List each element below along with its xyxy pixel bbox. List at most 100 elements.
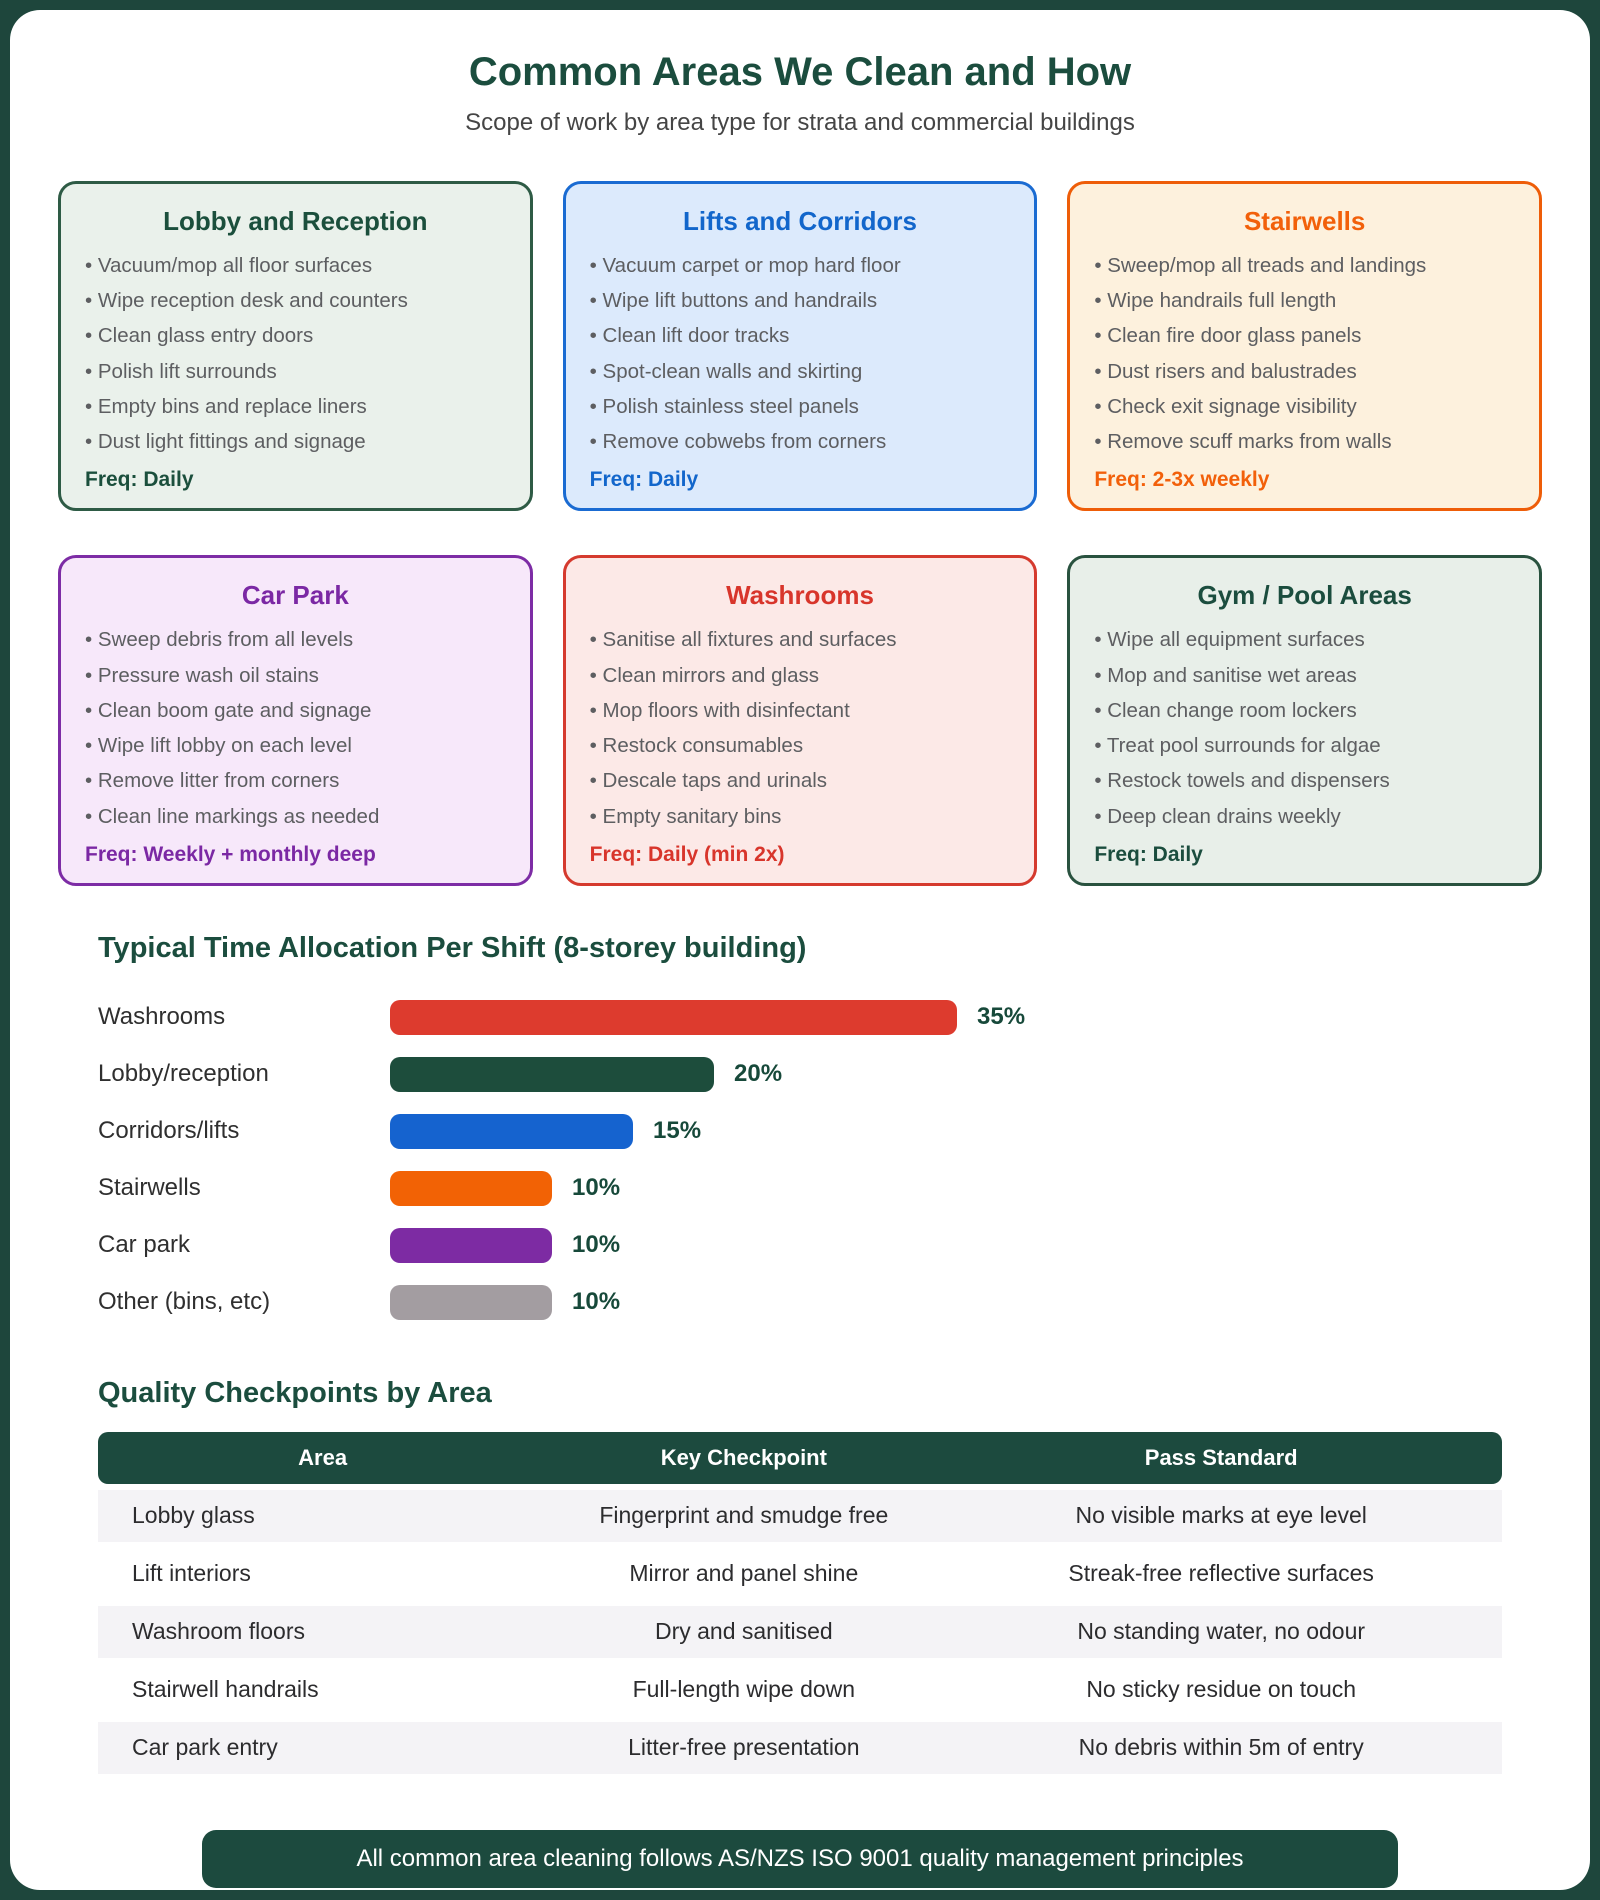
card-task-item: Clean boom gate and signage: [85, 698, 506, 724]
table-cell: No visible marks at eye level: [940, 1489, 1502, 1542]
chart-bar: [390, 1056, 714, 1092]
card-task-item: Clean fire door glass panels: [1094, 323, 1515, 349]
chart-section-title: Typical Time Allocation Per Shift (8-sto…: [98, 931, 807, 964]
chart-value-label: 20%: [734, 1060, 783, 1088]
table-cell: Litter-free presentation: [547, 1721, 941, 1774]
card-task-item: Deep clean drains weekly: [1094, 804, 1515, 830]
card-task-item: Sweep/mop all treads and landings: [1094, 253, 1515, 279]
table-header-row: Area Key Checkpoint Pass Standard: [98, 1431, 1502, 1484]
card-frequency-label: Freq: Weekly + monthly deep: [85, 842, 376, 866]
table-row-washroom-floors: Washroom floors Dry and sanitised No stand…: [98, 1605, 1502, 1658]
chart-value-label: 15%: [653, 1117, 702, 1145]
chart-value-label: 10%: [572, 1174, 621, 1202]
card-task-item: Polish lift surrounds: [85, 359, 506, 385]
chart-bar: [390, 1113, 633, 1149]
table-row-lobby-glass: Lobby glass Fingerprint and smudge free No…: [98, 1489, 1502, 1542]
table-cell: Streak-free reflective surfaces: [1068, 1560, 1374, 1587]
card-task-item: Clean mirrors and glass: [590, 663, 1011, 689]
card-task-item: Wipe handrails full length: [1094, 288, 1515, 314]
area-card-gym-pool-areas: Gym / Pool Areas Wipe all equipment surfa…: [1067, 555, 1542, 886]
card-task-list: Wipe all equipment surfaces Mop and sanit…: [1094, 627, 1515, 829]
card-task-item: Wipe lift lobby on each level: [85, 733, 506, 759]
card-task-list: Vacuum/mop all floor surfaces Wipe recept…: [85, 253, 506, 455]
table-row-car-park-entry: Car park entry Litter-free presentation No…: [98, 1721, 1502, 1774]
card-task-item: Check exit signage visibility: [1094, 394, 1515, 420]
chart-row-other-bins-etc: Other (bins, etc) 10%: [98, 1274, 1502, 1331]
card-task-item: Spot-clean walls and skirting: [590, 359, 1011, 385]
table-cell: No debris within 5m of entry: [940, 1721, 1502, 1774]
card-task-item: Pressure wash oil stains: [85, 663, 506, 689]
quality-table-wrap: Area Key Checkpoint Pass Standard Lobby gl…: [98, 1426, 1502, 1780]
table-header-cell-key-checkpoint: Key Checkpoint: [547, 1431, 941, 1484]
table-header-cell-pass-standard: Pass Standard: [940, 1431, 1502, 1484]
card-frequency-label: Freq: Daily (min 2x): [589, 842, 785, 866]
chart-bar: [390, 1284, 552, 1320]
card-task-list: Sanitise all fixtures and surfaces Clean …: [590, 627, 1011, 829]
table-cell: Mirror and panel shine: [629, 1560, 859, 1587]
iso-compliance-banner: All common area cleaning follows AS/NZS …: [202, 1829, 1398, 1888]
time-allocation-bar-chart: Washrooms 35% Lobby/reception 20% Corridors/…: [98, 989, 1502, 1331]
card-task-item: Clean lift door tracks: [590, 323, 1011, 349]
table-cell: Stairwell handrails: [132, 1676, 319, 1703]
card-task-item: Wipe reception desk and counters: [85, 288, 506, 314]
card-task-item: Vacuum carpet or mop hard floor: [590, 253, 1011, 279]
table-cell: Full-length wipe down: [632, 1676, 856, 1703]
table-cell: Dry and sanitised: [547, 1605, 941, 1658]
chart-row-lobby-reception: Lobby/reception 20%: [98, 1046, 1502, 1103]
chart-bar: [390, 1227, 552, 1263]
quality-checkpoints-table: Area Key Checkpoint Pass Standard Lobby gl…: [98, 1426, 1502, 1780]
table-row-stairwell-handrails: Stairwell handrails Full-length wipe down…: [98, 1664, 1502, 1716]
card-task-item: Polish stainless steel panels: [590, 394, 1011, 420]
table-cell: No sticky residue on touch: [1086, 1676, 1357, 1703]
card-task-item: Dust risers and balustrades: [1094, 359, 1515, 385]
area-card-lobby-and-reception: Lobby and Reception Vacuum/mop all floor …: [58, 181, 533, 512]
page-title: Common Areas We Clean and How: [468, 50, 1132, 94]
chart-category-label: Washrooms: [98, 1003, 226, 1031]
card-task-list: Sweep debris from all levels Pressure was…: [85, 627, 506, 829]
chart-bar: [390, 1170, 552, 1206]
card-task-item: Restock towels and dispensers: [1094, 768, 1515, 794]
table-cell: No standing water, no odour: [940, 1605, 1502, 1658]
card-task-item: Dust light fittings and signage: [85, 429, 506, 455]
card-task-list: Vacuum carpet or mop hard floor Wipe lift…: [590, 253, 1011, 455]
area-card-stairwells: Stairwells Sweep/mop all treads and landi…: [1067, 181, 1542, 512]
card-title: Stairwells: [1243, 206, 1366, 236]
chart-value-label: 35%: [977, 1003, 1026, 1031]
card-frequency-label: Freq: Daily: [85, 468, 194, 492]
chart-row-car-park: Car park 10%: [98, 1217, 1502, 1274]
chart-row-corridors-lifts: Corridors/lifts 15%: [98, 1103, 1502, 1160]
table-cell: Lift interiors: [132, 1560, 251, 1587]
card-frequency-label: Freq: 2-3x weekly: [1094, 468, 1270, 492]
card-task-item: Clean glass entry doors: [85, 323, 506, 349]
infographic-page: Common Areas We Clean and How Scope of w…: [10, 10, 1590, 1890]
card-task-item: Clean change room lockers: [1094, 698, 1515, 724]
page-subtitle: Scope of work by area type for strata an…: [465, 109, 1135, 136]
card-task-item: Empty sanitary bins: [590, 804, 1011, 830]
table-cell: Car park entry: [98, 1721, 548, 1774]
card-frequency-label: Freq: Daily: [1094, 842, 1203, 866]
chart-bar: [390, 999, 957, 1035]
table-cell: Fingerprint and smudge free: [547, 1489, 941, 1542]
card-task-item: Remove litter from corners: [85, 768, 506, 794]
chart-category-label: Other (bins, etc): [98, 1288, 271, 1316]
chart-category-label: Stairwells: [98, 1174, 201, 1202]
card-title: Lobby and Reception: [163, 206, 428, 236]
card-task-item: Mop and sanitise wet areas: [1094, 663, 1515, 689]
table-cell: Lobby glass: [98, 1489, 548, 1542]
chart-category-label: Car park: [98, 1231, 191, 1259]
area-card-lifts-and-corridors: Lifts and Corridors Vacuum carpet or mop …: [562, 181, 1038, 512]
area-card-car-park: Car Park Sweep debris from all levels Pres…: [58, 555, 533, 886]
card-title: Lifts and Corridors: [682, 206, 917, 236]
card-task-item: Empty bins and replace liners: [85, 394, 506, 420]
chart-category-label: Corridors/lifts: [98, 1117, 240, 1145]
table-cell: Washroom floors: [98, 1605, 548, 1658]
card-task-item: Sweep debris from all levels: [85, 627, 506, 653]
card-task-item: Restock consumables: [590, 733, 1011, 759]
card-title: Gym / Pool Areas: [1197, 580, 1412, 611]
table-header-cell-area: Area: [98, 1431, 548, 1484]
card-task-item: Vacuum/mop all floor surfaces: [85, 253, 506, 279]
card-task-item: Sanitise all fixtures and surfaces: [590, 627, 1011, 653]
table-row-lift-interiors: Lift interiors Mirror and panel shine Stre…: [98, 1548, 1502, 1600]
card-task-item: Treat pool surrounds for algae: [1094, 733, 1515, 759]
table-section-title: Quality Checkpoints by Area: [98, 1376, 492, 1409]
